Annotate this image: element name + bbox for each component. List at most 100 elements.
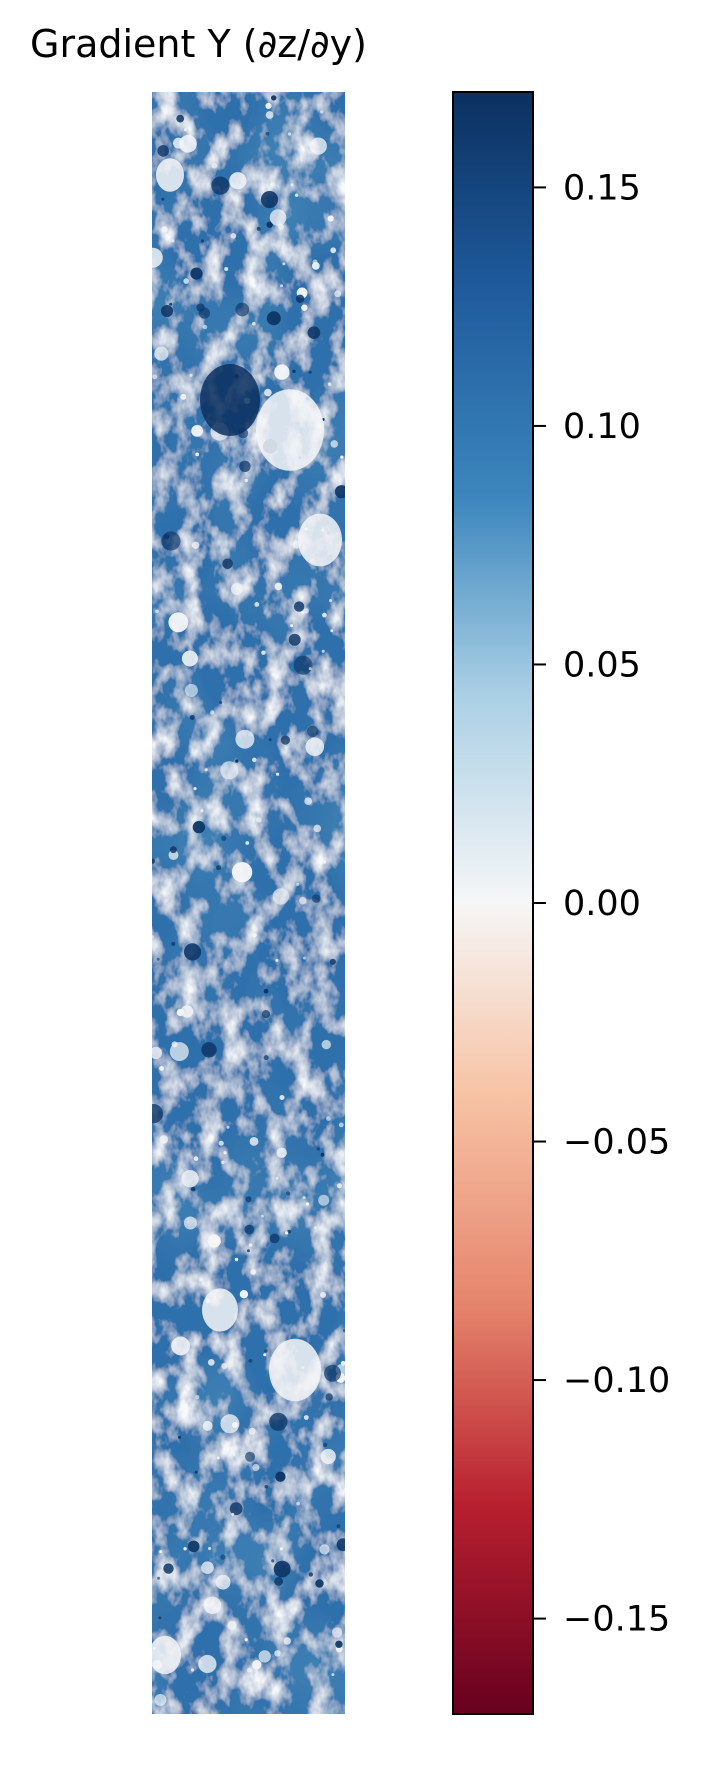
crater-mark [211,162,218,169]
crater-mark [199,1277,203,1282]
crater-mark [226,1125,230,1129]
crater-mark [152,935,155,939]
crater-mark [323,860,327,864]
crater-mark [152,1104,164,1124]
crater-mark [252,1463,260,1472]
crater-mark [161,531,181,551]
crater-mark [159,1550,163,1554]
crater-mark [330,440,339,448]
crater-mark [190,1186,196,1192]
crater-mark [303,1415,309,1420]
crater-mark [336,1538,345,1552]
crater-mark [235,759,239,763]
crater-mark [261,1010,271,1019]
crater-mark [271,1559,275,1563]
crater-mark [180,393,187,400]
crater-mark [195,1395,200,1400]
crater-mark [268,738,272,742]
crater-mark [189,715,195,720]
crater-mark [301,304,308,311]
crater-mark [263,988,269,994]
crater-mark [163,1563,174,1574]
crater-mark [249,1137,259,1146]
colorbar-tick-label: −0.10 [563,1361,670,1401]
crater-mark [155,609,159,614]
terrain-feature [298,513,342,567]
terrain-feature [256,389,324,471]
crater-mark [271,95,277,101]
crater-mark [215,1574,231,1590]
crater-mark [202,1420,213,1431]
crater-mark [324,1364,341,1382]
crater-mark [245,1196,252,1203]
crater-mark [161,226,168,233]
crater-mark [272,888,289,905]
crater-mark [302,956,306,960]
terrain-feature [202,1288,238,1332]
crater-mark [245,1451,255,1462]
crater-mark [321,649,325,653]
terrain-feature [152,1635,181,1675]
crater-mark [337,1183,342,1189]
crater-mark [329,599,332,602]
crater-mark [235,302,250,317]
colorbar-tick-label: −0.05 [563,1123,670,1163]
crater-mark [198,307,210,319]
crater-mark [304,797,313,805]
crater-mark [283,1637,291,1645]
crater-mark [282,262,286,266]
crater-mark [321,1039,331,1050]
crater-mark [211,176,230,195]
crater-mark [322,1442,328,1448]
crater-mark [208,1546,212,1551]
crater-mark [169,302,173,306]
crater-mark [176,114,185,123]
crater-mark [154,1693,167,1706]
crater-mark [331,1673,335,1677]
crater-mark [269,1233,280,1244]
crater-mark [274,1650,281,1657]
colorbar-tick-label: −0.15 [563,1600,670,1640]
crater-mark [192,820,206,834]
crater-mark [265,111,274,119]
crater-mark [201,1561,214,1574]
crater-mark [342,1328,345,1333]
crater-mark [328,382,332,386]
crater-mark [273,1560,291,1578]
crater-mark [252,933,257,938]
crater-mark [157,145,169,157]
crater-mark [254,602,260,607]
colorbar-tick-label: 0.10 [563,407,641,447]
crater-mark [276,1147,287,1158]
crater-mark [168,850,179,860]
crater-mark [159,1066,165,1071]
crater-mark [290,183,294,187]
crater-mark [325,1393,333,1401]
crater-mark [274,1577,283,1586]
crater-mark [313,824,322,833]
crater-mark [220,1554,226,1560]
crater-mark [338,1122,344,1128]
crater-mark [327,215,334,222]
crater-mark [308,1572,313,1577]
crater-mark [232,1421,239,1429]
crater-mark [340,455,344,459]
colorbar-tick-label: 0.00 [563,884,641,924]
crater-mark [322,612,327,618]
crater-mark [305,1202,309,1206]
crater-mark [193,787,197,791]
crater-mark [308,667,312,671]
crater-mark [222,558,233,570]
crater-mark [245,841,250,845]
crater-mark [248,1243,253,1247]
crater-mark [258,1650,271,1663]
crater-mark [218,1140,224,1146]
crater-mark [183,1547,187,1551]
crater-mark [221,1363,228,1369]
crater-mark [198,1654,217,1674]
crater-mark [157,1576,161,1580]
crater-mark [309,137,327,155]
crater-mark [229,172,247,190]
crater-mark [183,1216,197,1230]
crater-mark [181,1170,199,1188]
